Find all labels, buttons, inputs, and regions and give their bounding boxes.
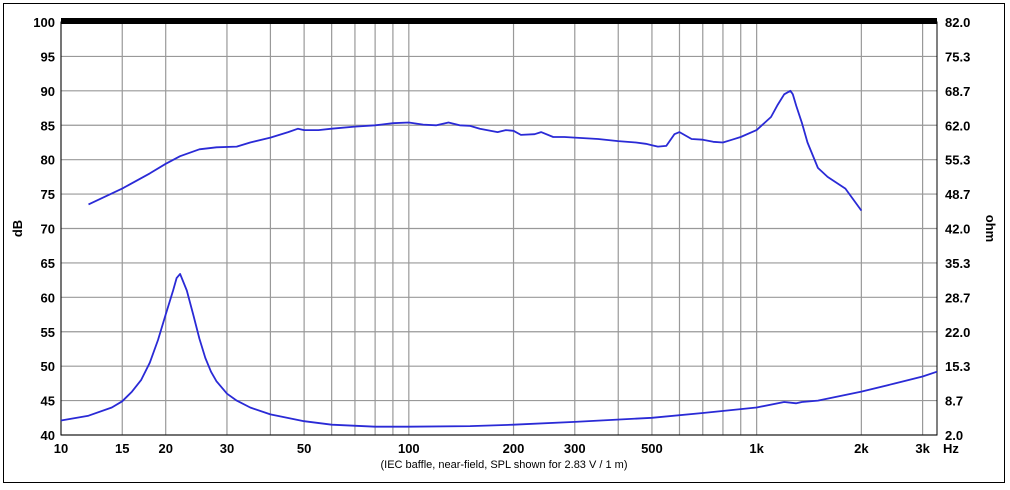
y-right-tick-label: 35.3 <box>945 256 970 271</box>
x-tick-label: 10 <box>54 441 68 456</box>
y-right-tick-label: 15.3 <box>945 359 970 374</box>
y-left-tick-label: 85 <box>41 118 55 133</box>
y-right-tick-label: 2.0 <box>945 428 963 443</box>
x-tick-label: 50 <box>297 441 311 456</box>
y-right-tick-label: 48.7 <box>945 187 970 202</box>
y-left-tick-label: 45 <box>41 394 55 409</box>
top-band <box>61 18 937 24</box>
spl-curve <box>88 89 863 212</box>
x-tick-label: 500 <box>641 441 663 456</box>
y-right-tick-label: 55.3 <box>945 153 970 168</box>
x-tick-label: 30 <box>220 441 234 456</box>
y-right-tick-label: 62.0 <box>945 118 970 133</box>
y-right-tick-label: 8.7 <box>945 394 963 409</box>
y-axis-label-left: dB <box>10 220 25 237</box>
x-axis-unit: Hz <box>943 441 959 456</box>
y-left-tick-label: 75 <box>41 187 55 202</box>
chart-note: (IEC baffle, near-field, SPL shown for 2… <box>380 459 627 471</box>
y-left-tick-label: 80 <box>41 153 55 168</box>
y-left-tick-label: 90 <box>41 84 55 99</box>
y-left-tick-label: 55 <box>41 325 55 340</box>
y-left-tick-label: 70 <box>41 222 55 237</box>
y-axis-label-right: ohm <box>983 215 998 242</box>
impedance-curve <box>60 272 938 428</box>
chart-frame <box>3 3 1005 483</box>
x-tick-label: 300 <box>564 441 586 456</box>
x-tick-label: 2k <box>854 441 869 456</box>
grid-lines <box>60 21 937 436</box>
y-right-tick-label: 68.7 <box>945 84 970 99</box>
x-tick-label: 15 <box>115 441 129 456</box>
x-tick-label: 100 <box>398 441 420 456</box>
y-right-tick-label: 75.3 <box>945 49 970 64</box>
curves <box>60 89 938 428</box>
y-left-tick-label: 50 <box>41 359 55 374</box>
y-left-tick-label: 65 <box>41 256 55 271</box>
y-left-tick-label: 100 <box>33 15 55 30</box>
x-tick-labels: 10 15 20 30 50 100 200 300 500 1k 2k 3k <box>54 441 931 456</box>
y-right-tick-label: 82.0 <box>945 15 970 30</box>
y-left-tick-label: 95 <box>41 49 55 64</box>
y-right-tick-labels: 82.0 75.3 68.7 62.0 55.3 48.7 42.0 35.3 28.7 22.0… <box>945 15 970 443</box>
x-tick-label: 200 <box>503 441 525 456</box>
y-right-tick-label: 22.0 <box>945 325 970 340</box>
x-tick-label: 3k <box>915 441 930 456</box>
y-left-tick-label: 60 <box>41 290 55 305</box>
y-right-tick-label: 42.0 <box>945 222 970 237</box>
x-tick-label: 1k <box>749 441 764 456</box>
y-right-tick-label: 28.7 <box>945 290 970 305</box>
x-tick-label: 20 <box>158 441 172 456</box>
y-left-tick-label: 40 <box>41 428 55 443</box>
y-left-tick-labels: 100 95 90 85 80 75 70 65 60 55 50 45 40 <box>33 15 55 443</box>
